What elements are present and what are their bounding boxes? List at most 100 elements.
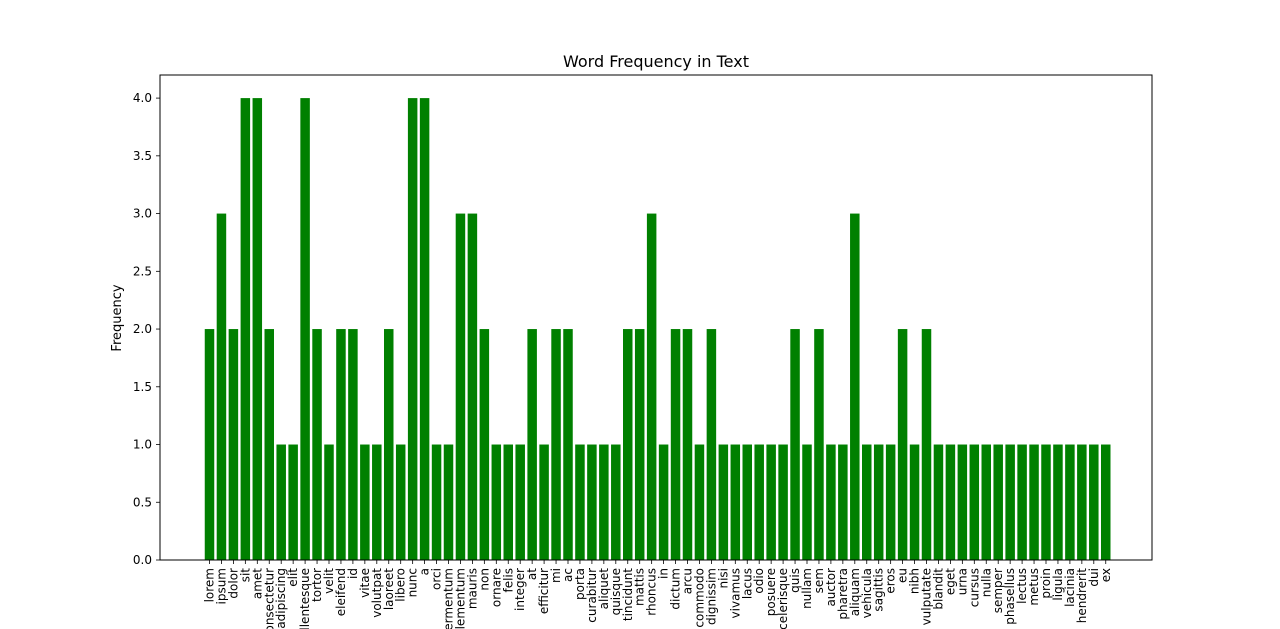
bar-cursus [969, 444, 980, 560]
x-tick-label: nibh [908, 568, 922, 594]
x-tick-label: rhoncus [645, 568, 659, 616]
bar-in [658, 444, 669, 560]
bar-adipiscing [276, 444, 286, 560]
bar-lacinia [1065, 444, 1075, 560]
x-tick-label: vitae [358, 568, 372, 598]
bar-tortor [312, 329, 322, 560]
x-tick-label: non [477, 568, 491, 591]
x-tick-label: commodo [692, 568, 706, 628]
bar-ex [1101, 444, 1111, 560]
x-tick-label: arcu [681, 568, 695, 594]
bar-urna [957, 444, 968, 560]
bar-vehicula [862, 444, 872, 560]
x-tick-label: ex [1099, 568, 1113, 582]
bar-volutpat [372, 444, 382, 560]
x-tick-label: ipsum [214, 568, 228, 605]
bar-vulputate [921, 329, 932, 560]
bar-nullam [802, 444, 812, 560]
x-tick-label: vivamus [728, 568, 742, 618]
bar-lorem [204, 329, 215, 560]
x-tick-label: blandit [931, 568, 945, 610]
x-tick-label: at [525, 568, 539, 580]
x-tick-label: consectetur [262, 568, 276, 629]
x-tick-label: porta [573, 568, 587, 600]
bar-eget [945, 444, 956, 560]
x-tick-label: mattis [633, 568, 647, 606]
x-tick-label: eget [943, 568, 957, 595]
x-tick-label: sit [238, 568, 252, 583]
x-tick-label: amet [250, 568, 264, 599]
bar-blandit [933, 444, 944, 560]
bar-sagittis [873, 444, 884, 560]
bar-arcu [682, 329, 693, 560]
x-tick-label: cursus [967, 568, 981, 607]
bar-lectus [1017, 444, 1027, 560]
y-axis: 0.0 0.5 1.0 1.5 2.0 2.5 3.0 3.5 4.0 [133, 91, 160, 567]
x-tick-label: odio [752, 568, 766, 594]
x-tick-label: quis [788, 568, 802, 593]
bar-ornare [491, 444, 502, 560]
y-tick-label: 0.5 [133, 495, 152, 509]
x-tick-label: in [657, 568, 671, 579]
x-tick-label: eleifend [334, 568, 348, 616]
x-tick-label: lectus [1015, 568, 1029, 604]
bar-quisque [611, 444, 621, 560]
x-tick-label: id [346, 568, 360, 579]
x-tick-label: orci [430, 568, 444, 590]
y-axis-label: Frequency [110, 284, 125, 351]
x-tick-label: scelerisque [776, 568, 790, 629]
x-tick-label: dignissim [704, 568, 718, 625]
chart-title: Word Frequency in Text [563, 52, 749, 71]
x-tick-label: adipiscing [274, 568, 288, 629]
plot-frame [159, 74, 1153, 561]
bar-mattis [634, 329, 645, 560]
x-tick-label: tortor [310, 568, 324, 602]
bar-curabitur [587, 444, 597, 560]
bar-lacus [742, 444, 752, 560]
bar-felis [503, 444, 513, 560]
bar-efficitur [539, 444, 549, 560]
bar-fermentum [443, 444, 454, 560]
bar-elementum [455, 213, 466, 560]
x-tick-label: laoreet [382, 568, 396, 610]
bar-scelerisque [778, 444, 788, 560]
bar-dignissim [706, 329, 717, 560]
y-tick-label: 2.5 [133, 264, 152, 278]
x-tick-label: vulputate [920, 568, 934, 625]
bar-aliquet [599, 444, 609, 560]
x-tick-label: auctor [824, 568, 838, 607]
x-tick-label: lorem [203, 568, 217, 602]
bar-eros [885, 444, 896, 560]
bar-dictum [670, 329, 681, 560]
bar-nunc [407, 98, 418, 560]
bar-elit [288, 444, 298, 560]
x-tick-label: proin [1039, 568, 1053, 599]
bar-consectetur [264, 329, 274, 560]
x-tick-label: aliquam [848, 568, 862, 616]
x-tick-label: curabitur [585, 568, 599, 623]
x-tick-label: ornare [489, 568, 503, 607]
y-tick-label: 1.0 [133, 438, 152, 452]
x-tick-label: vehicula [860, 568, 874, 618]
bar-pellentesque [300, 98, 310, 560]
bar-vivamus [730, 444, 741, 560]
bar-eu [897, 329, 908, 560]
x-tick-label: nullam [800, 568, 814, 609]
bars-group [204, 98, 1111, 560]
y-tick-label: 0.0 [133, 553, 152, 567]
bar-auctor [826, 444, 836, 560]
x-tick-label: dui [1087, 568, 1101, 587]
bar-sit [240, 98, 251, 560]
bar-commodo [694, 444, 705, 560]
x-tick-label: dictum [669, 568, 683, 610]
bar-hendrerit [1077, 444, 1087, 560]
x-tick-label: tincidunt [621, 568, 635, 621]
bar-dolor [228, 329, 239, 560]
x-tick-label: mi [549, 568, 563, 583]
bar-ligula [1053, 444, 1063, 560]
x-tick-label: nulla [979, 568, 993, 597]
bar-proin [1041, 444, 1051, 560]
x-tick-label: metus [1027, 568, 1041, 606]
bar-phasellus [1005, 444, 1015, 560]
bar-libero [395, 444, 406, 560]
